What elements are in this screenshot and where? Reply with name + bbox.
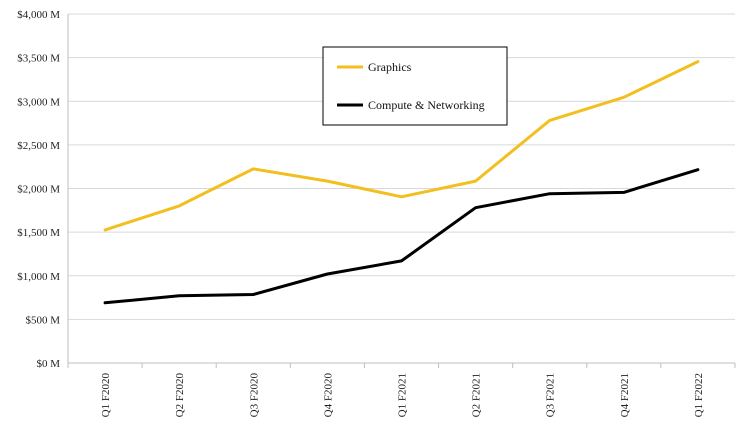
series-line-graphics	[103, 60, 700, 232]
x-tick-label: Q2 F2020	[174, 373, 186, 418]
axes: $0 M $500 M $1,000 M $1,500 M $2,000 M $2,500…	[17, 9, 736, 418]
legend: Graphics Compute & Networking	[322, 46, 508, 126]
y-tick-label: $2,000 M	[17, 184, 60, 196]
x-tick-label: Q1 F2020	[100, 373, 112, 418]
y-tick-label: $2,500 M	[17, 140, 60, 152]
legend-box	[322, 46, 508, 126]
x-tick-label: Q4 F2020	[322, 373, 334, 418]
x-tick-label: Q3 F2021	[545, 373, 557, 417]
legend-label: Graphics	[368, 60, 412, 74]
x-tick-label: Q4 F2021	[619, 373, 631, 417]
y-tick-label: $3,000 M	[17, 96, 60, 108]
y-tick-label: $1,000 M	[17, 271, 60, 283]
y-tick-label: $4,000 M	[17, 9, 60, 21]
x-tick-label: Q3 F2020	[248, 373, 260, 418]
x-tick-label: Q1 F2022	[693, 373, 705, 417]
y-tick-label: $1,500 M	[17, 227, 60, 239]
y-tick-label: $0 M	[36, 358, 60, 370]
y-tick-label: $3,500 M	[17, 53, 60, 65]
series-line-compute-networking	[103, 168, 700, 305]
legend-label: Compute & Networking	[368, 98, 485, 112]
series-lines	[103, 60, 700, 305]
x-tick-label: Q1 F2021	[397, 373, 409, 417]
x-tick-label: Q2 F2021	[471, 373, 483, 417]
y-tick-label: $500 M	[25, 314, 60, 326]
